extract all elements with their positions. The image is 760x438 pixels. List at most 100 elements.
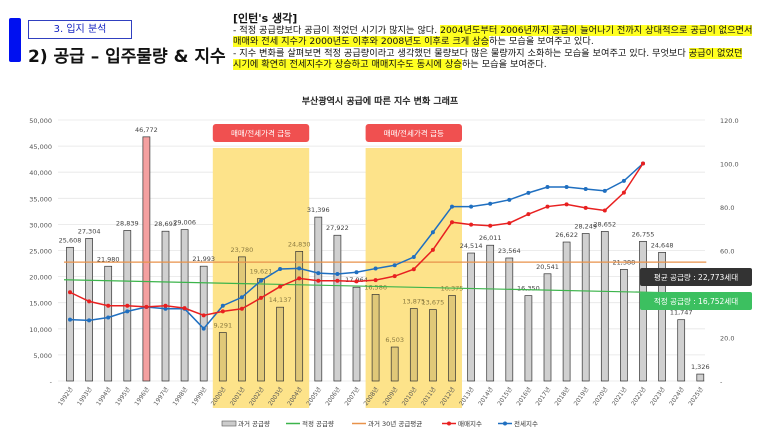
supply-data-label: 26,755 (632, 230, 655, 238)
supply-data-label: 21,980 (97, 255, 120, 263)
sale-index-point (163, 303, 168, 308)
supply-bar (467, 252, 475, 382)
supply-bar (238, 256, 246, 382)
supply-bar (142, 136, 151, 382)
jeonse-index-point (163, 306, 168, 311)
supply-bar (276, 306, 284, 382)
supply-bar (620, 269, 628, 382)
y-right-tick-label: 80.0 (720, 204, 734, 212)
supply-data-label: 20,541 (536, 263, 559, 271)
section-label: 3. 입지 분석 (28, 20, 132, 39)
supply-bar (390, 346, 399, 382)
supply-data-label: 27,304 (78, 227, 101, 235)
x-tick-label: 2018년 (553, 386, 571, 408)
supply-bar (505, 257, 514, 382)
x-tick-label: 2007년 (343, 386, 361, 408)
jeonse-index-point (469, 204, 474, 209)
jeonse-index-point (602, 188, 607, 193)
appropriate-callout-box (640, 292, 752, 310)
legend-label: 적정 공급량 (302, 419, 334, 428)
y-right-tick-label: 100.0 (720, 161, 739, 169)
x-tick-label: 1997년 (152, 386, 170, 408)
supply-data-label: 29,006 (173, 219, 196, 227)
supply-data-label: 16,350 (517, 285, 540, 293)
jeonse-index-point (201, 326, 206, 331)
legend-label: 매매지수 (458, 419, 482, 428)
supply-data-label: 28,249 (574, 223, 597, 231)
note-text: 하는 모습을 보여주고 있다. (489, 36, 594, 47)
jeonse-index-point (392, 263, 397, 268)
supply-bar (85, 238, 93, 382)
sale-index-point (239, 306, 244, 311)
jeonse-index-point (583, 186, 588, 191)
supply-bar (486, 244, 495, 382)
y-left-tick-label: 10,000 (29, 326, 52, 334)
jeonse-index-point (488, 201, 493, 206)
intern-note: [인턴's 생각] - 적정 공급량보다 공급이 적었던 시기가 많지는 않다.… (233, 13, 753, 71)
sale-index-point (621, 190, 626, 195)
legend-swatch-supply (221, 420, 237, 427)
jeonse-index-point (335, 271, 340, 276)
supply-data-label: 13,675 (422, 299, 445, 307)
supply-data-label: 24,514 (460, 242, 483, 250)
y-left-tick-label: 50,000 (29, 117, 52, 125)
appropriate-callout: 적정 공급량 : 16,752세대 (654, 296, 738, 306)
jeonse-index-point (278, 266, 283, 271)
jeonse-index-point (526, 190, 531, 195)
sale-index-point (641, 161, 645, 166)
x-tick-label: 2025년 (686, 386, 704, 408)
y-right-tick-label: 20.0 (720, 335, 734, 343)
jeonse-index-point (259, 278, 263, 283)
supply-bar (218, 332, 227, 382)
supply-bar (199, 265, 208, 382)
sale-index-point (430, 247, 435, 252)
average-callout-box (640, 268, 752, 286)
sale-index-point (450, 220, 454, 225)
jeonse-index-point (316, 271, 321, 276)
sale-index-point (297, 276, 302, 281)
jeonse-index-point (411, 255, 416, 260)
supply-bar (448, 295, 456, 382)
supply-data-label: 23,564 (498, 247, 521, 255)
x-tick-label: 1999년 (190, 386, 208, 408)
band-label-box (212, 124, 310, 142)
supply-bar (658, 251, 666, 382)
y-right-tick-label: 120.0 (720, 117, 739, 125)
sale-index-point (68, 290, 72, 295)
supply-data-label: 11,747 (670, 309, 693, 317)
appropriate-supply-line (63, 279, 707, 295)
supply-bar (581, 233, 590, 382)
supply-data-label: 14,137 (269, 296, 292, 304)
legend-label: 과거 공급량 (238, 419, 270, 428)
note-text: - 지수 변화를 살펴보면 적정 공급량이라고 생각했던 물량보다 많은 물량까… (233, 47, 689, 59)
sale-index-point (87, 299, 92, 304)
y-left-tick-label: - (50, 378, 53, 386)
x-tick-label: 2020년 (591, 386, 609, 408)
supply-data-label: 26,011 (479, 234, 502, 242)
jeonse-index-point (430, 230, 435, 235)
y-left-tick-label: 20,000 (29, 274, 52, 282)
chart-title: 부산광역시 공급에 따른 지수 변화 그래프 (302, 95, 459, 107)
supply-bar (562, 241, 571, 382)
supply-data-label: 16,586 (364, 283, 387, 291)
sale-index-point (220, 309, 225, 314)
supply-bar (295, 251, 304, 382)
sale-index-point (373, 278, 378, 283)
supply-bar (352, 286, 361, 382)
x-tick-label: 2019년 (572, 386, 590, 408)
sale-index-point (106, 303, 111, 308)
sale-index-point (259, 295, 263, 300)
x-tick-label: 1994년 (94, 386, 112, 408)
band-label: 매매/전세가격 급등 (384, 128, 444, 138)
supply-bar (180, 229, 189, 382)
supply-bar (104, 265, 113, 382)
note-heading: [인턴's 생각] (233, 12, 298, 25)
supply-bar (257, 278, 265, 382)
jeonse-index-point (125, 309, 130, 314)
y-left-tick-label: 40,000 (29, 169, 52, 177)
supply-data-label: 28,839 (116, 219, 139, 227)
x-tick-label: 1998년 (171, 386, 189, 408)
jeonse-index-point (68, 317, 72, 322)
section-accent-bar (9, 18, 21, 62)
jeonse-index-point (507, 197, 512, 202)
